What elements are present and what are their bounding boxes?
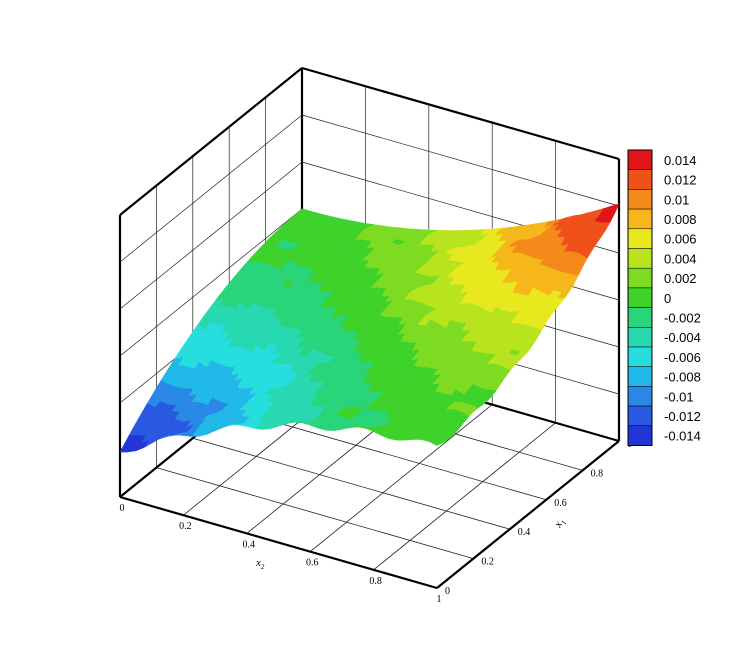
colorbar-swatch: [627, 149, 653, 170]
colorbar-swatch: [627, 208, 653, 230]
colorbar-swatch: [627, 189, 653, 210]
box-edge: [119, 495, 438, 590]
colorbar-frame: [627, 149, 653, 446]
colorbar-swatch: [627, 307, 653, 328]
floor-grid-line: [309, 404, 493, 552]
colorbar-swatch: [627, 169, 653, 190]
x2-tick-label: 0.6: [306, 558, 319, 569]
surface-mesh: [119, 203, 620, 453]
box-edge: [301, 66, 620, 161]
box-edge: [436, 440, 620, 589]
surface-patch: [119, 443, 134, 453]
colorbar-label: -0.002: [664, 310, 701, 325]
colorbar-label: 0: [664, 291, 671, 306]
x2-tick-label: 0: [120, 503, 125, 514]
x2-tick-label: 1: [437, 594, 442, 605]
x2-tick-label: 0.8: [369, 576, 382, 587]
wall-grid-line: [119, 208, 303, 357]
colorbar-swatch: [627, 228, 653, 249]
x1-tick-label: 0: [445, 586, 450, 597]
x2-tick-label: 0.4: [243, 539, 256, 550]
colorbar-legend: 0.014 0.012 0.01 0.008 0.006 0.004 0.002 0 -0.00…: [627, 149, 701, 446]
x1-axis-label: x1: [552, 516, 569, 531]
colorbar-swatch: [627, 287, 653, 308]
x1-tick-label: 0.6: [554, 498, 567, 509]
wall-grid-line: [301, 114, 620, 207]
colorbar-label: 0.014: [664, 153, 697, 168]
colorbar-swatch: [627, 366, 653, 387]
x1-tick-label: 0.4: [518, 527, 531, 538]
colorbar-label: 0.012: [664, 173, 697, 188]
floor-grid-line: [373, 422, 556, 571]
colorbar-swatch: [627, 267, 653, 289]
x1-tick-label: 0.8: [591, 468, 604, 479]
colorbar-swatch: [627, 327, 653, 348]
floor-grid-line: [156, 467, 474, 559]
colorbar-label: -0.014: [664, 429, 701, 444]
floor-grid-line: [192, 437, 510, 530]
colorbar-label: -0.01: [664, 389, 694, 404]
colorbar-label: 0.01: [664, 192, 689, 207]
colorbar-label: -0.008: [664, 370, 701, 385]
colorbar-swatch: [627, 425, 653, 446]
x2-axis-ticks: 0 0.2 0.4 0.6 0.8 1: [120, 503, 442, 605]
colorbar-label: -0.004: [664, 330, 701, 345]
colorbar-label: -0.006: [664, 350, 701, 365]
x1-axis-ticks: 00.20.40.60.81: [445, 439, 632, 597]
colorbar-swatch: [627, 346, 653, 367]
colorbar-label: -0.012: [664, 409, 701, 424]
colorbar-label: 0.002: [664, 271, 697, 286]
x2-tick-label: 0.2: [179, 521, 192, 532]
colorbar-label: 0.008: [664, 212, 697, 227]
x1-tick-label: 0.2: [481, 557, 494, 568]
colorbar-label: 0.006: [664, 232, 697, 247]
wall-grid-line: [119, 161, 303, 310]
colorbar-swatch: [627, 248, 653, 269]
colorbar-swatch: [627, 405, 653, 427]
box-edge: [119, 67, 303, 216]
wall-grid-line: [119, 114, 303, 263]
x2-axis-label: x2: [255, 557, 265, 571]
colorbar-label: 0.004: [664, 251, 697, 266]
colorbar-swatch: [627, 386, 653, 407]
